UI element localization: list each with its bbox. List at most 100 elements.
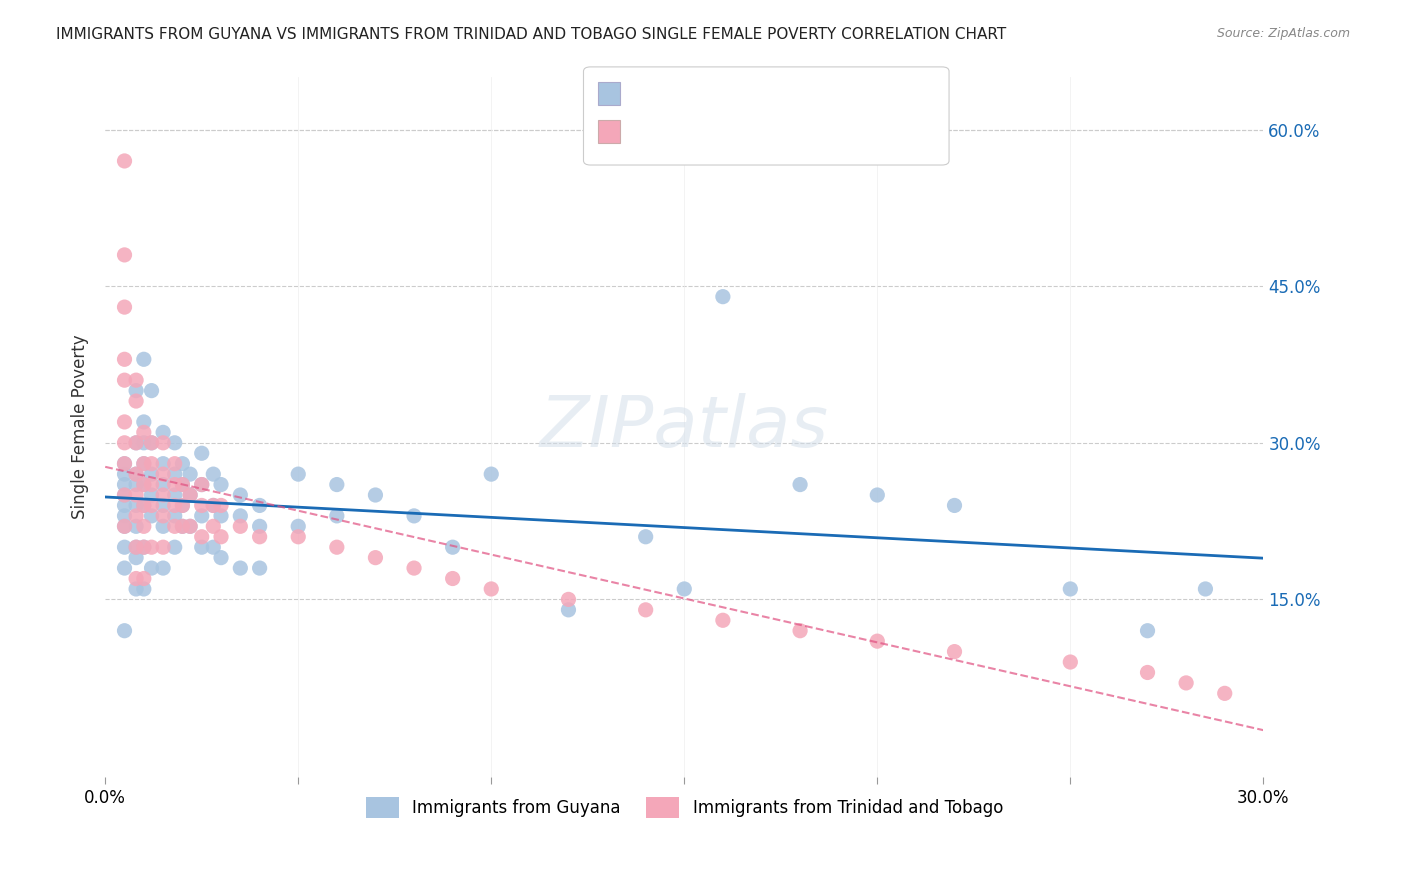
Point [1175, 676, 1198, 690]
Point [866, 488, 889, 502]
Point [163, 499, 186, 513]
Point [209, 508, 232, 523]
Point [673, 582, 696, 596]
Point [132, 582, 155, 596]
Point [1194, 582, 1216, 596]
Point [132, 477, 155, 491]
Point [202, 519, 225, 533]
Text: R =: R = [626, 123, 662, 141]
Point [789, 624, 811, 638]
Point [114, 519, 136, 533]
Point [249, 561, 271, 575]
Point [190, 477, 212, 491]
Point [114, 561, 136, 575]
Point [141, 435, 163, 450]
Text: 106: 106 [780, 85, 815, 103]
Point [141, 508, 163, 523]
Point [152, 540, 174, 554]
Point [132, 435, 155, 450]
Point [163, 457, 186, 471]
Point [141, 540, 163, 554]
Point [202, 499, 225, 513]
Point [132, 425, 155, 440]
Point [557, 592, 579, 607]
Point [152, 488, 174, 502]
Point [152, 457, 174, 471]
Point [402, 508, 425, 523]
Point [114, 488, 136, 502]
Point [172, 457, 194, 471]
Point [125, 550, 148, 565]
Point [209, 530, 232, 544]
Point [163, 435, 186, 450]
Point [125, 519, 148, 533]
Point [114, 415, 136, 429]
Point [132, 519, 155, 533]
Point [114, 248, 136, 262]
Point [132, 477, 155, 491]
Point [634, 530, 657, 544]
Point [125, 467, 148, 482]
Point [179, 467, 201, 482]
Point [152, 519, 174, 533]
Point [287, 530, 309, 544]
Point [1136, 665, 1159, 680]
Point [190, 540, 212, 554]
Point [125, 467, 148, 482]
Point [190, 508, 212, 523]
Point [287, 519, 309, 533]
Point [125, 508, 148, 523]
Point [152, 467, 174, 482]
Point [125, 499, 148, 513]
Point [114, 457, 136, 471]
Point [229, 488, 252, 502]
Point [190, 530, 212, 544]
Point [202, 467, 225, 482]
Point [141, 467, 163, 482]
Point [326, 477, 349, 491]
Text: IMMIGRANTS FROM GUYANA VS IMMIGRANTS FROM TRINIDAD AND TOBAGO SINGLE FEMALE POVE: IMMIGRANTS FROM GUYANA VS IMMIGRANTS FRO… [56, 27, 1007, 42]
Point [1213, 686, 1236, 700]
Point [132, 352, 155, 367]
Point [209, 499, 232, 513]
Point [179, 488, 201, 502]
Point [364, 488, 387, 502]
Point [326, 508, 349, 523]
Text: Source: ZipAtlas.com: Source: ZipAtlas.com [1216, 27, 1350, 40]
Point [152, 499, 174, 513]
Point [125, 384, 148, 398]
Point [190, 446, 212, 460]
Point [557, 603, 579, 617]
Point [172, 519, 194, 533]
Point [249, 499, 271, 513]
Point [287, 467, 309, 482]
Point [125, 477, 148, 491]
Point [125, 540, 148, 554]
Point [190, 499, 212, 513]
Point [172, 477, 194, 491]
Point [479, 467, 502, 482]
Point [364, 550, 387, 565]
Point [202, 499, 225, 513]
Point [1136, 624, 1159, 638]
Point [141, 457, 163, 471]
Point [866, 634, 889, 648]
Point [114, 352, 136, 367]
Text: -0.110: -0.110 [668, 123, 727, 141]
Point [114, 508, 136, 523]
Point [172, 499, 194, 513]
Point [172, 477, 194, 491]
Point [229, 508, 252, 523]
Point [114, 488, 136, 502]
Point [634, 603, 657, 617]
Point [132, 499, 155, 513]
Point [132, 457, 155, 471]
Point [229, 519, 252, 533]
Point [114, 467, 136, 482]
Point [179, 519, 201, 533]
Point [141, 477, 163, 491]
Point [132, 540, 155, 554]
Point [114, 477, 136, 491]
Point [114, 435, 136, 450]
Point [132, 415, 155, 429]
